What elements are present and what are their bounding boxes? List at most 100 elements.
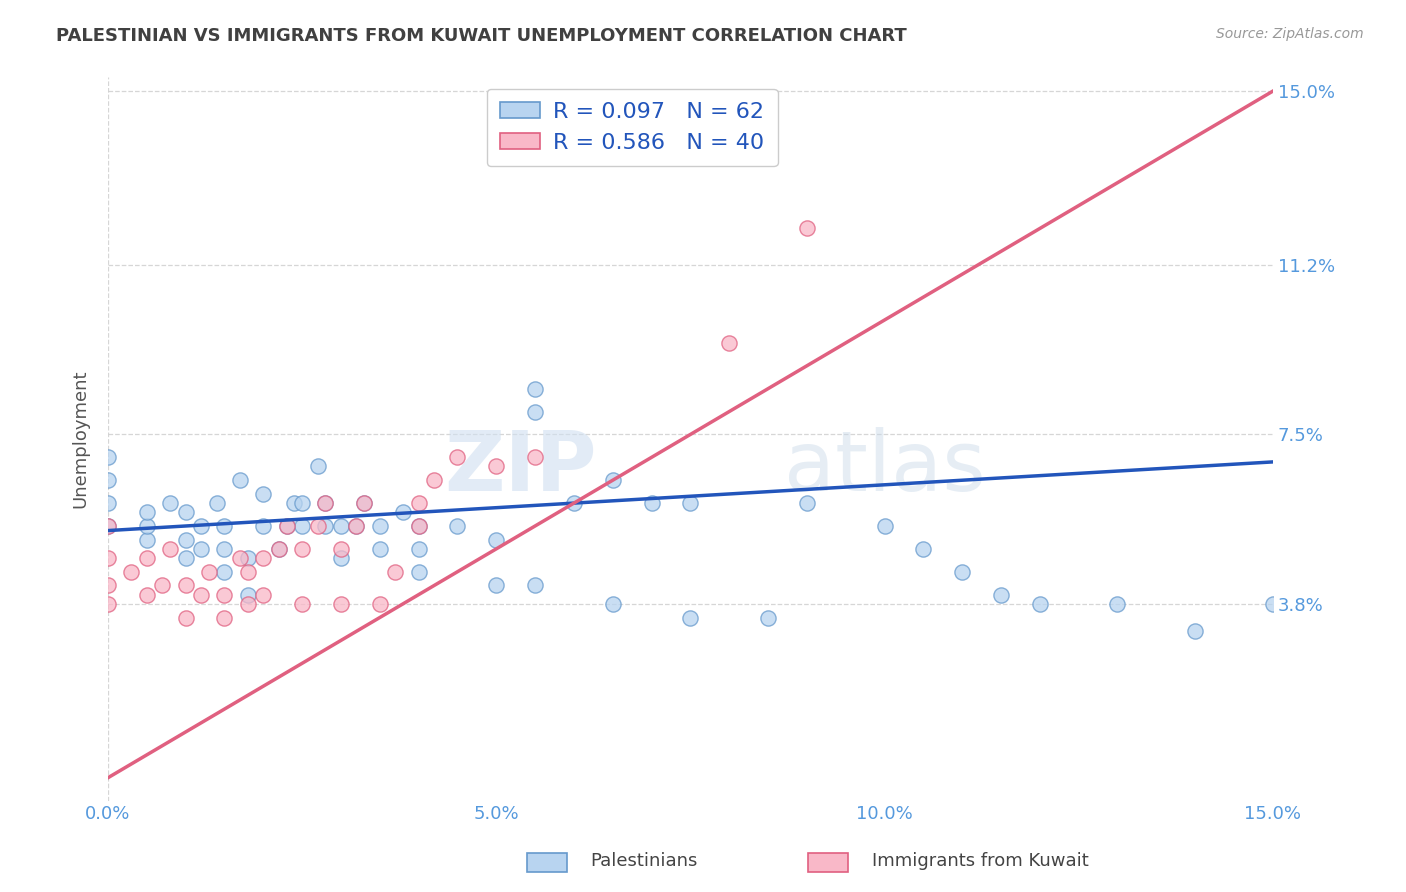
Point — [990, 588, 1012, 602]
Point — [314, 496, 336, 510]
Point — [252, 487, 274, 501]
Point — [97, 551, 120, 566]
Point — [524, 578, 547, 592]
Point — [236, 565, 259, 579]
Point — [679, 610, 702, 624]
Legend: R = 0.097   N = 62, R = 0.586   N = 40: R = 0.097 N = 62, R = 0.586 N = 40 — [486, 88, 778, 166]
Point — [485, 578, 508, 592]
Text: Immigrants from Kuwait: Immigrants from Kuwait — [872, 852, 1088, 870]
Point — [267, 541, 290, 556]
Point — [679, 496, 702, 510]
Point — [1184, 624, 1206, 639]
Text: Palestinians: Palestinians — [591, 852, 697, 870]
Point — [291, 541, 314, 556]
Point — [602, 597, 624, 611]
Point — [276, 519, 298, 533]
Text: ZIP: ZIP — [444, 427, 598, 508]
Point — [1029, 597, 1052, 611]
Text: PALESTINIAN VS IMMIGRANTS FROM KUWAIT UNEMPLOYMENT CORRELATION CHART: PALESTINIAN VS IMMIGRANTS FROM KUWAIT UN… — [56, 27, 907, 45]
Point — [602, 473, 624, 487]
Point — [150, 578, 173, 592]
Point — [329, 519, 352, 533]
Point — [392, 505, 415, 519]
Point — [135, 519, 157, 533]
Point — [796, 496, 818, 510]
Text: atlas: atlas — [783, 427, 986, 508]
Point — [267, 541, 290, 556]
Point — [368, 519, 391, 533]
Point — [174, 533, 197, 547]
Point — [120, 565, 142, 579]
Point — [229, 551, 252, 566]
Point — [174, 551, 197, 566]
Point — [329, 551, 352, 566]
Point — [314, 519, 336, 533]
Point — [353, 496, 375, 510]
Point — [276, 519, 298, 533]
Point — [252, 588, 274, 602]
Point — [214, 588, 236, 602]
Point — [408, 565, 430, 579]
Point — [97, 519, 120, 533]
Point — [174, 610, 197, 624]
Point — [135, 505, 157, 519]
Point — [190, 541, 212, 556]
Point — [346, 519, 368, 533]
Point — [446, 519, 468, 533]
Point — [423, 473, 446, 487]
Point — [368, 541, 391, 556]
Point — [97, 473, 120, 487]
Point — [307, 459, 329, 474]
Point — [214, 519, 236, 533]
Point — [291, 519, 314, 533]
Point — [346, 519, 368, 533]
Point — [329, 541, 352, 556]
Point — [384, 565, 406, 579]
Point — [214, 610, 236, 624]
Point — [236, 588, 259, 602]
Point — [408, 541, 430, 556]
Point — [97, 450, 120, 465]
Point — [229, 473, 252, 487]
Y-axis label: Unemployment: Unemployment — [72, 370, 89, 508]
Point — [135, 533, 157, 547]
Point — [873, 519, 896, 533]
Point — [408, 496, 430, 510]
Point — [198, 565, 221, 579]
Point — [97, 519, 120, 533]
Point — [368, 597, 391, 611]
Point — [485, 533, 508, 547]
Point — [190, 588, 212, 602]
Point — [524, 450, 547, 465]
Point — [135, 551, 157, 566]
Point — [485, 459, 508, 474]
Point — [174, 505, 197, 519]
Point — [524, 382, 547, 396]
Point — [252, 551, 274, 566]
Point — [408, 519, 430, 533]
Point — [291, 496, 314, 510]
Point — [756, 610, 779, 624]
Point — [291, 597, 314, 611]
Text: Source: ZipAtlas.com: Source: ZipAtlas.com — [1216, 27, 1364, 41]
Point — [252, 519, 274, 533]
Point — [205, 496, 228, 510]
Point — [640, 496, 662, 510]
Point — [796, 221, 818, 235]
Point — [236, 551, 259, 566]
Point — [190, 519, 212, 533]
Point — [912, 541, 935, 556]
Point — [135, 588, 157, 602]
Point — [174, 578, 197, 592]
Point — [214, 541, 236, 556]
Point — [236, 597, 259, 611]
Point — [562, 496, 585, 510]
Point — [446, 450, 468, 465]
Point — [283, 496, 305, 510]
Point — [159, 496, 181, 510]
Point — [408, 519, 430, 533]
Point — [950, 565, 973, 579]
Point — [307, 519, 329, 533]
Point — [214, 565, 236, 579]
Point — [97, 496, 120, 510]
